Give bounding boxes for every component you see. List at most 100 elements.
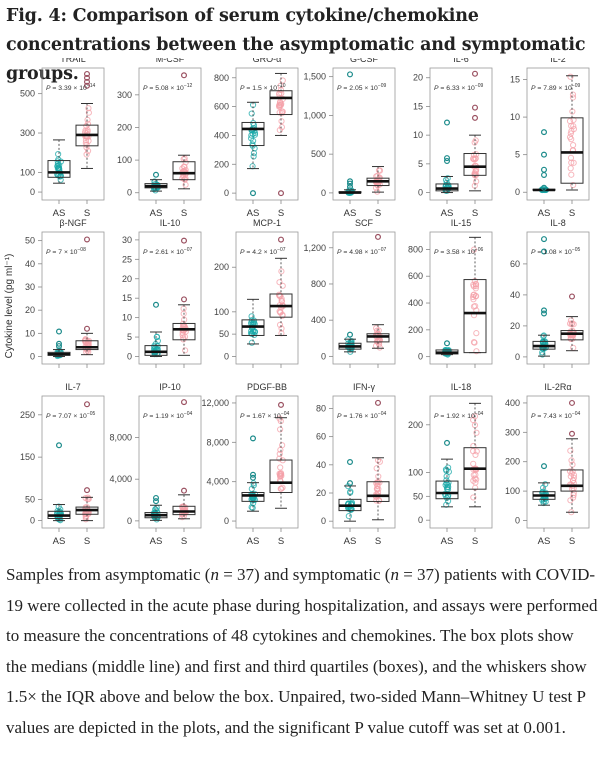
- p-value-label: P = 6.33 × 10−09: [434, 83, 484, 92]
- data-point-s: [180, 310, 187, 317]
- data-point-s: [278, 470, 285, 478]
- y-tick-label: 30: [25, 282, 35, 292]
- outlier-point: [347, 183, 354, 190]
- x-tick-label-s: S: [181, 208, 187, 219]
- panel-title: G-CSF: [350, 58, 379, 64]
- data-point-s: [82, 516, 89, 523]
- y-tick-label: 400: [311, 315, 326, 325]
- data-point-s: [84, 147, 92, 154]
- data-point-s: [471, 413, 479, 420]
- y-tick-label: 20: [122, 274, 132, 284]
- outlier-point: [472, 104, 479, 111]
- p-mantissa: = 1.19 × 10: [148, 413, 185, 420]
- data-point-s: [182, 347, 189, 354]
- outlier-point: [472, 70, 479, 77]
- y-tick-label: 500: [311, 149, 326, 159]
- p-value-label: P = 1.5 × 10−10: [240, 83, 286, 92]
- panel-title: β-NGF: [59, 218, 87, 228]
- data-point-as: [55, 151, 62, 158]
- y-tick-label: 100: [214, 307, 229, 317]
- box-s: [75, 340, 99, 351]
- p-value-label: P = 3.58 × 10−06: [434, 247, 484, 256]
- data-point-s: [470, 494, 477, 501]
- outlier-point: [347, 71, 354, 78]
- outlier-point: [568, 399, 575, 406]
- outlier-point: [540, 307, 547, 314]
- x-tick-label-as: AS: [538, 536, 551, 547]
- data-point-s: [279, 484, 286, 491]
- y-tick-label: 5: [127, 332, 132, 342]
- data-point-as: [249, 163, 256, 170]
- data-point-as: [251, 131, 259, 138]
- p-exponent: −09: [378, 83, 387, 89]
- data-point-s: [84, 116, 91, 124]
- data-point-s: [470, 477, 477, 484]
- x-tick-label-s: S: [181, 536, 187, 547]
- data-point-s: [570, 494, 577, 501]
- panel-scf: SCF 0 400 800 1,200 P = 4.98 × 10−07: [303, 218, 396, 368]
- p-mantissa: = 7.43 × 10: [536, 413, 573, 420]
- caption-part-3: = 37) patients with COVID-19 were collec…: [6, 565, 598, 737]
- x-tick-label-as: AS: [344, 208, 357, 219]
- y-tick-label: 150: [20, 452, 35, 462]
- y-tick-label: 4,000: [206, 477, 229, 487]
- box-s: [463, 153, 487, 176]
- panel-title: IFN-γ: [353, 382, 375, 392]
- outlier-point: [250, 471, 257, 478]
- data-point-as: [251, 328, 259, 335]
- data-point-s: [471, 339, 478, 346]
- panel-title: IL-2: [550, 58, 566, 64]
- y-tick-label: 400: [408, 298, 423, 308]
- plot-frame: [138, 395, 202, 529]
- box-s: [560, 330, 584, 341]
- p-value-label: P = 1.19 × 10−04: [143, 411, 193, 420]
- y-tick-label: 50: [25, 494, 35, 504]
- p-value-label: P = 7.89 × 10−09: [531, 83, 581, 92]
- plot-frame: [41, 67, 105, 201]
- y-tick-label: 50: [413, 491, 423, 501]
- y-tick-label: 40: [510, 290, 520, 300]
- y-axis-label: Cytokine level (pg ml⁻¹): [4, 254, 15, 359]
- data-point-s: [473, 448, 480, 455]
- data-point-s: [470, 151, 478, 159]
- outlier-point: [347, 459, 354, 466]
- data-point-s: [376, 479, 383, 486]
- data-point-as: [445, 468, 452, 475]
- p-mantissa: = 4.98 × 10: [342, 249, 379, 256]
- caption-part-1: Samples from asymptomatic (: [6, 565, 211, 584]
- p-exponent: −05: [87, 411, 96, 417]
- y-tick-label: 0: [224, 351, 229, 361]
- data-point-s: [277, 464, 284, 471]
- outlier-point: [83, 74, 90, 81]
- p-symbol: P: [531, 249, 536, 256]
- data-point-s: [570, 181, 577, 189]
- box-s: [269, 459, 293, 494]
- x-tick-label-as: AS: [150, 208, 163, 219]
- p-mantissa: = 1.5 × 10: [245, 85, 278, 92]
- y-tick-label: 20: [25, 305, 35, 315]
- outlier-point: [347, 331, 354, 338]
- data-point-s: [182, 181, 189, 188]
- p-symbol: P: [46, 85, 51, 92]
- data-point-s: [375, 167, 383, 174]
- outlier-point: [153, 171, 160, 178]
- p-value-label: P = 5.08 × 10−12: [143, 83, 193, 92]
- panel-gro-: GRO-α 0 200 400 600 800 AS S P = 1.5 × 10−10: [214, 58, 299, 219]
- panel-trail: TRAIL 0 100 300 500 AS S P = 3.39 × 10−14: [20, 58, 105, 219]
- data-point-s: [567, 73, 574, 80]
- outlier-point: [444, 119, 451, 126]
- data-point-as: [443, 477, 450, 484]
- data-point-s: [473, 330, 480, 337]
- data-point-s: [179, 331, 186, 339]
- outlier-point: [55, 340, 62, 347]
- y-tick-label: 40: [25, 259, 35, 269]
- data-point-s: [376, 458, 383, 465]
- panel-ip-10: IP-10 0 4,000 8,000 AS S P = 1.19 × 10−04: [109, 382, 202, 547]
- p-mantissa: = 2.61 × 10: [148, 249, 185, 256]
- data-point-as: [345, 512, 352, 520]
- y-tick-label: 600: [214, 102, 229, 112]
- outlier-point: [83, 78, 90, 85]
- p-value-label: P = 2.61 × 10−07: [143, 247, 193, 256]
- p-value-label: P = 1.67 × 10−04: [240, 411, 290, 420]
- panel-il-15: IL-15 0 200 400 600 800 P = 3.58 × 10−06: [408, 218, 493, 368]
